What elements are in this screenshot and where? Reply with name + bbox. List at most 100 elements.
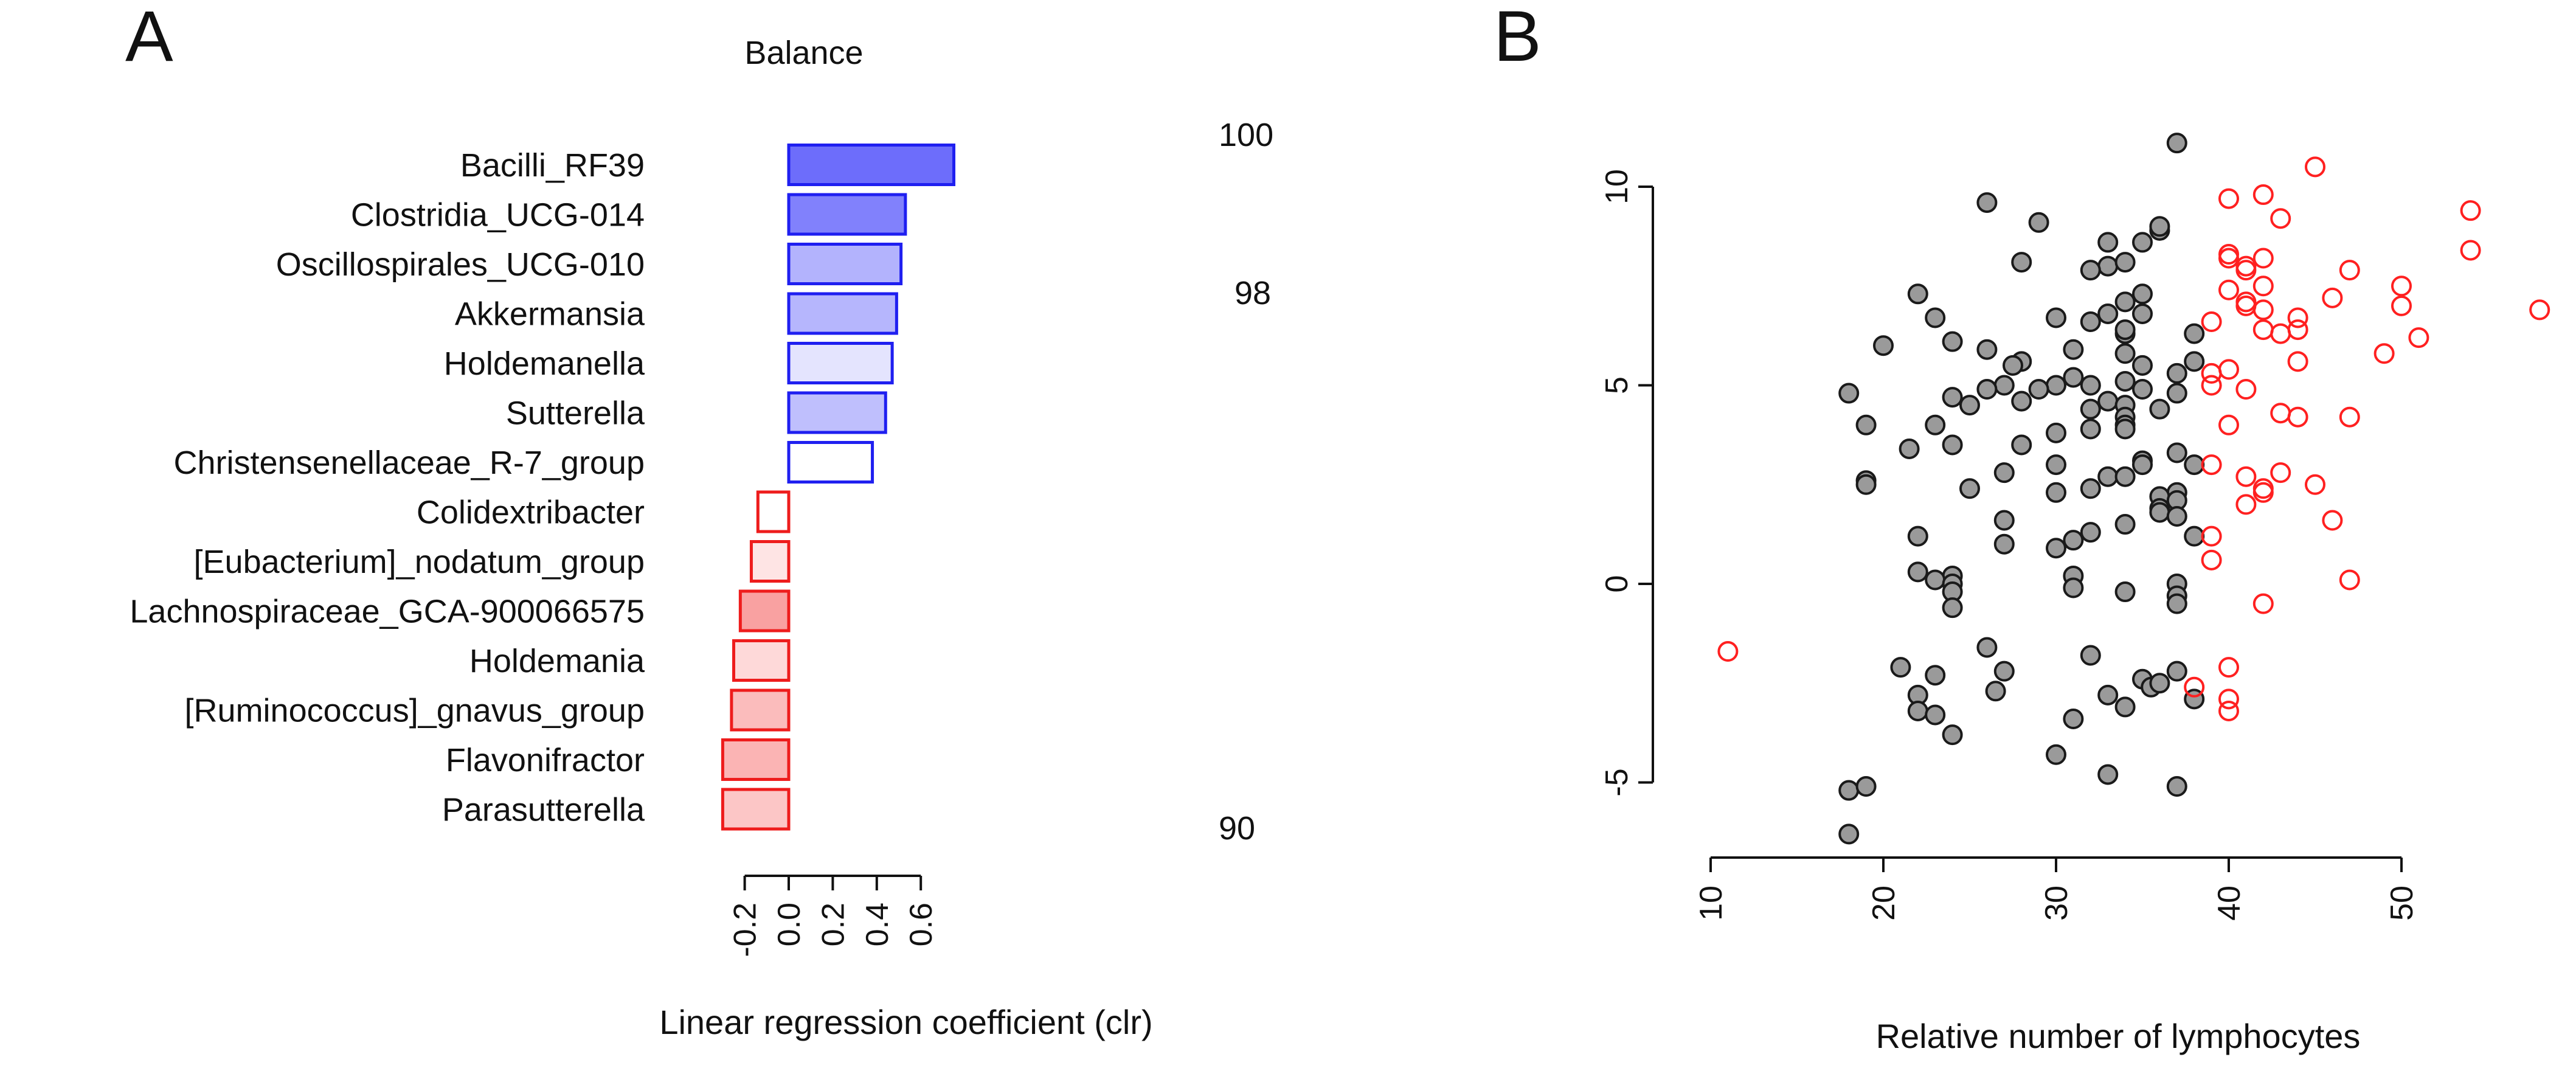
chart-a-xlabel: Linear regression coefficient (clr) [659, 1003, 1152, 1041]
point-group-b [2391, 295, 2412, 316]
point-group-a [2011, 252, 2032, 273]
point-group-b [2305, 156, 2325, 178]
category-label: [Ruminococcus]_gnavus_group [185, 693, 645, 729]
point-group-a [2063, 339, 2084, 360]
point-group-a [2114, 252, 2136, 273]
point-group-a [1925, 307, 1946, 328]
side-label: 98 [1234, 275, 1271, 311]
point-group-a [2114, 291, 2136, 313]
point-group-a [2046, 307, 2066, 328]
point-group-b [2201, 525, 2222, 547]
point-group-a [1942, 331, 1963, 352]
point-group-a [1959, 478, 1980, 499]
point-group-a [2114, 466, 2136, 487]
y-tick-label: 5 [1599, 376, 1635, 394]
point-group-a [1873, 335, 1894, 356]
x-tick-label: 30 [2039, 886, 2074, 921]
point-group-a [2149, 398, 2170, 420]
bar-eubacterium-nodatum-group [749, 540, 791, 583]
point-group-b [2235, 379, 2257, 400]
category-label: Akkermansia [455, 296, 645, 333]
y-tick-label: 0 [1599, 575, 1635, 593]
y-tick-label: 10 [1599, 169, 1635, 204]
point-group-b [2339, 260, 2360, 281]
side-label: 100 [1219, 117, 1273, 153]
point-group-a [1976, 339, 1998, 360]
point-group-a [2097, 764, 2119, 785]
point-group-a [1976, 379, 1998, 400]
x-tick-label: 0.2 [815, 903, 851, 946]
bar-sutterella [787, 391, 887, 434]
category-label: Oscillospirales_UCG-010 [276, 246, 645, 283]
point-group-a [1838, 824, 1860, 845]
point-group-a [2011, 390, 2032, 412]
point-group-b [2305, 474, 2325, 495]
point-group-a [1942, 434, 1963, 456]
point-group-a [1838, 780, 1860, 801]
point-group-a [2063, 709, 2084, 730]
point-group-a [2046, 482, 2066, 503]
point-group-b [2408, 327, 2429, 348]
point-group-a [2080, 375, 2101, 396]
point-group-b [2235, 260, 2257, 281]
bar-lachnospiraceae-gca-900066575 [738, 589, 791, 633]
point-group-a [2080, 311, 2101, 333]
point-group-a [2114, 370, 2136, 392]
bar-clostridia-ucg-014 [787, 193, 907, 236]
side-label: 90 [1219, 810, 1255, 847]
scatter-chart-panel-b: -5 0 5 10 10 20 30 40 50 Relative number of lym… [1599, 133, 2550, 1055]
point-group-a [1907, 700, 1928, 721]
point-group-b [2529, 299, 2550, 321]
point-group-b [2252, 593, 2274, 614]
point-group-a [2114, 418, 2136, 440]
point-group-b [2184, 676, 2205, 698]
point-group-a [2149, 673, 2170, 694]
point-group-b [2252, 248, 2274, 269]
point-group-b [2373, 343, 2395, 364]
point-group-a [1985, 681, 2006, 702]
point-group-a [2166, 661, 2187, 682]
point-group-a [2184, 351, 2205, 372]
point-group-a [2114, 319, 2136, 341]
point-group-b [2339, 406, 2360, 428]
point-group-b [2460, 240, 2481, 261]
panel-label-b: B [1494, 0, 1542, 77]
y-axis-b: -5 0 5 10 [1599, 169, 1654, 797]
bar-ruminococcus-gnavus-group [730, 688, 791, 732]
x-tick-label: 0.6 [904, 903, 939, 946]
bar-akkermansia [787, 292, 898, 335]
point-group-a [2132, 454, 2153, 476]
point-group-a [1855, 414, 1877, 435]
point-group-a [1855, 474, 1877, 495]
point-group-b [2235, 295, 2257, 316]
bar-holdemania [732, 639, 791, 682]
category-label: Christensenellaceae_R-7_group [174, 445, 645, 481]
point-group-a [2003, 355, 2023, 376]
point-group-b [2460, 200, 2481, 221]
point-group-a [1976, 192, 1998, 213]
point-group-a [2080, 260, 2101, 281]
point-group-b [2218, 279, 2239, 300]
point-group-a [2184, 323, 2205, 344]
point-group-b [2218, 359, 2239, 380]
point-group-a [2132, 303, 2153, 324]
bar-oscillospirales-ucg-010 [787, 243, 903, 285]
point-group-b [2218, 244, 2239, 265]
point-group-b [2252, 319, 2274, 341]
point-group-a [2132, 283, 2153, 305]
point-group-b [2287, 351, 2308, 372]
point-group-a [2184, 525, 2205, 547]
point-group-a [2011, 434, 2032, 456]
point-group-b [2201, 311, 2222, 333]
point-group-b [2252, 299, 2274, 321]
point-group-b [2235, 466, 2257, 487]
point-group-b [2252, 478, 2274, 499]
category-label: Flavonifractor [446, 742, 645, 778]
point-group-a [2114, 343, 2136, 364]
point-group-a [1907, 561, 1928, 583]
point-group-a [2097, 255, 2119, 277]
point-group-a [1907, 283, 1928, 305]
category-label: Clostridia_UCG-014 [351, 197, 645, 234]
chart-b-xlabel: Relative number of lymphocytes [1876, 1017, 2361, 1055]
